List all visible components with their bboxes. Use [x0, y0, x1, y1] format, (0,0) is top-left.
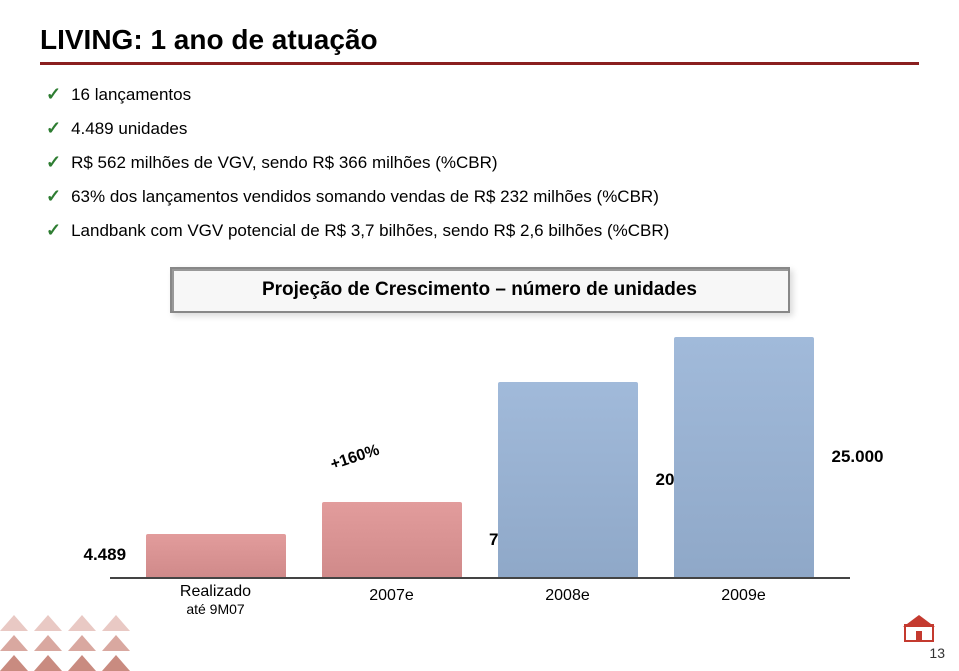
deco-triangle — [0, 655, 28, 671]
title-rule — [40, 62, 919, 65]
deco-triangle — [34, 635, 62, 651]
deco-triangle — [102, 655, 130, 671]
page-number: 13 — [929, 645, 945, 661]
chart-bar: 20.3002008e — [498, 382, 638, 577]
bullet-item: ✓ R$ 562 milhões de VGV, sendo R$ 366 mil… — [46, 153, 919, 173]
chart-bar: 25.0002009e — [674, 337, 814, 577]
chart-x-label: Realizadoaté 9M07 — [146, 583, 286, 617]
deco-triangle — [0, 615, 28, 631]
chart-x-label: 2007e — [322, 587, 462, 605]
check-icon: ✓ — [46, 153, 61, 171]
bullet-item: ✓ 4.489 unidades — [46, 119, 919, 139]
deco-triangle — [34, 655, 62, 671]
deco-triangle — [102, 635, 130, 651]
deco-triangle — [68, 615, 96, 631]
deco-triangle — [68, 635, 96, 651]
chart-x-label: 2008e — [498, 587, 638, 605]
bullet-text: 63% dos lançamentos vendidos somando ven… — [71, 187, 659, 207]
chart-bar-rect — [674, 337, 814, 577]
bullet-text: Landbank com VGV potencial de R$ 3,7 bil… — [71, 221, 669, 241]
deco-triangle — [0, 635, 28, 651]
chart-bar: 7.8002007e — [322, 502, 462, 577]
check-icon: ✓ — [46, 187, 61, 205]
growth-chart: +160% 4.489Realizadoaté 9M077.8002007e20… — [110, 339, 850, 619]
chart-bar-rect — [146, 534, 286, 577]
chart-bar-rect — [322, 502, 462, 577]
chart-subtitle: Projeção de Crescimento – número de unid… — [170, 267, 790, 313]
page-title: LIVING: 1 ano de atuação — [40, 24, 919, 56]
chart-x-label: 2009e — [674, 587, 814, 605]
chart-bar: 4.489Realizadoaté 9M07 — [146, 534, 286, 577]
bullet-item: ✓ 63% dos lançamentos vendidos somando ve… — [46, 187, 919, 207]
deco-triangle — [102, 615, 130, 631]
bullet-text: 4.489 unidades — [71, 119, 187, 139]
check-icon: ✓ — [46, 85, 61, 103]
chart-area: 4.489Realizadoaté 9M07 7.8002007e 20.30020… — [110, 339, 850, 579]
company-logo-icon — [901, 613, 937, 643]
check-icon: ✓ — [46, 119, 61, 137]
bullet-text: 16 lançamentos — [71, 85, 191, 105]
chart-bar-rect — [498, 382, 638, 577]
bullet-item: ✓ 16 lançamentos — [46, 85, 919, 105]
deco-triangle — [68, 655, 96, 671]
bullet-list: ✓ 16 lançamentos ✓ 4.489 unidades ✓ R$ 562 … — [46, 85, 919, 241]
chart-bar-value: 4.489 — [84, 545, 127, 565]
check-icon: ✓ — [46, 221, 61, 239]
bullet-text: R$ 562 milhões de VGV, sendo R$ 366 milh… — [71, 153, 497, 173]
decorative-triangles — [0, 611, 130, 671]
chart-bar-value: 25.000 — [832, 447, 884, 467]
bullet-item: ✓ Landbank com VGV potencial de R$ 3,7 bi… — [46, 221, 919, 241]
deco-triangle — [34, 615, 62, 631]
